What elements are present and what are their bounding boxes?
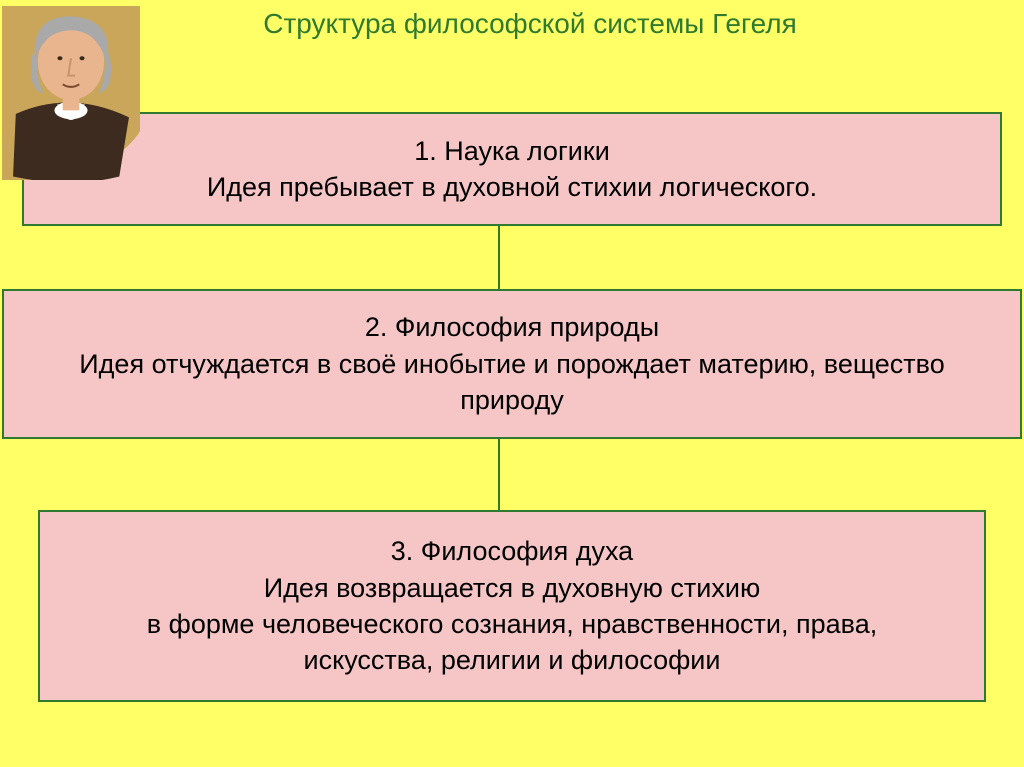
box-3-line: Идея возвращается в духовную стихию xyxy=(264,570,760,606)
box-1-line: 1. Наука логики xyxy=(414,133,610,169)
box-3-line: в форме человеческого сознания, нравстве… xyxy=(147,606,877,642)
box-2-line: Идея отчуждается в своё инобытие и порож… xyxy=(79,346,944,382)
portrait-image xyxy=(2,6,140,180)
box-1: 1. Наука логикиИдея пребывает в духовной… xyxy=(22,112,1002,226)
box-3-line: искусства, религии и философии xyxy=(304,642,721,678)
diagram-canvas: Структура философской системы Гегеля 1. Н… xyxy=(0,0,1024,767)
box-2-line: 2. Философия природы xyxy=(365,309,659,345)
conn-2-3 xyxy=(498,439,500,510)
box-2-line: природу xyxy=(460,382,563,418)
box-2: 2. Философия природыИдея отчуждается в с… xyxy=(2,289,1022,439)
box-1-line: Идея пребывает в духовной стихии логичес… xyxy=(207,169,817,205)
box-3: 3. Философия духаИдея возвращается в дух… xyxy=(38,510,986,702)
slide-title: Структура философской системы Гегеля xyxy=(180,8,880,40)
box-3-line: 3. Философия духа xyxy=(391,533,633,569)
conn-1-2 xyxy=(498,226,500,289)
